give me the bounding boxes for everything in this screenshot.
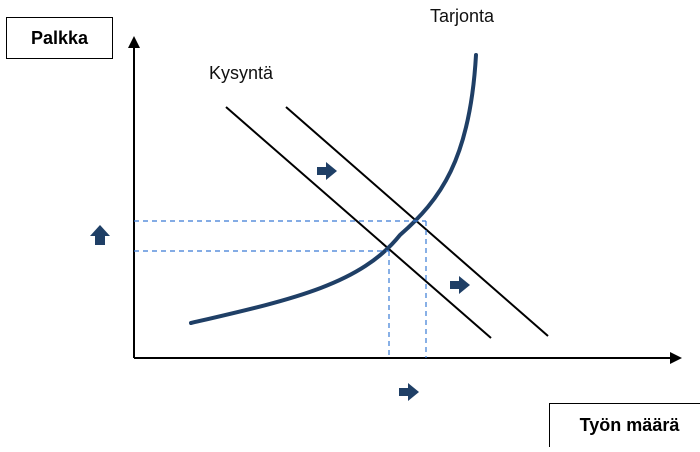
supply-curve (189, 53, 478, 325)
up-arrow-icon (90, 225, 110, 245)
x-axis-label: Työn määrä (549, 403, 700, 447)
right-arrow-icon (317, 162, 337, 180)
y-axis-label: Palkka (6, 17, 113, 59)
right-arrow-icon (399, 383, 419, 401)
demand-line-original (225, 106, 492, 339)
x-axis-arrowhead (670, 352, 682, 364)
demand-curve-label: Kysyntä (209, 63, 274, 83)
supply-curve-label: Tarjonta (430, 6, 495, 26)
right-arrow-icon (450, 276, 470, 294)
y-axis-arrowhead (128, 36, 140, 48)
